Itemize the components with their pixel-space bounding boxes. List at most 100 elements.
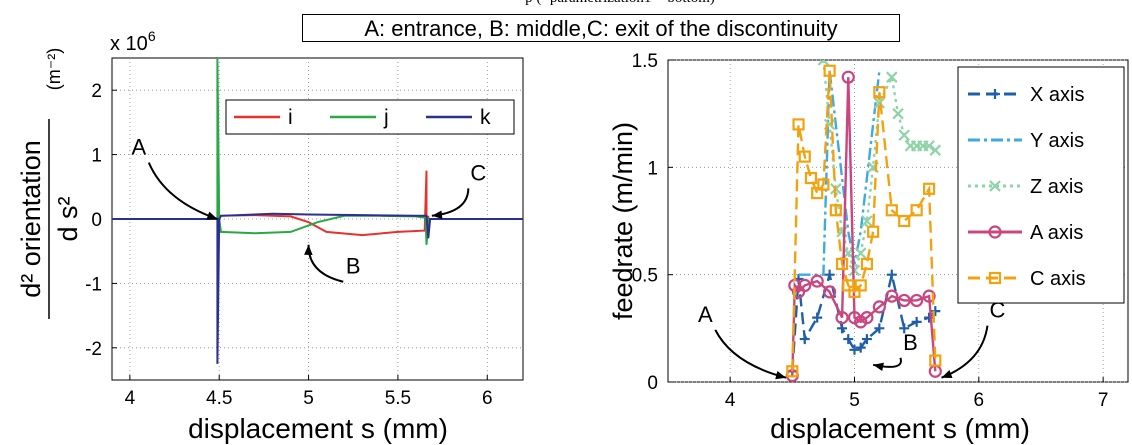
right-series-c-axis-point <box>885 204 898 217</box>
left-legend-j-label: j <box>383 106 389 129</box>
right-legend-a-axis-marker <box>988 225 1002 239</box>
right-series-c-axis-point <box>860 257 874 271</box>
right-legend-z-axis-marker <box>989 180 1001 192</box>
left-annotation-b-arrowhead <box>304 244 313 255</box>
right-series-x-axis-point <box>930 306 941 317</box>
right-series-layer <box>785 60 942 382</box>
right-x-tick-label: 5 <box>849 390 860 411</box>
left-y-label-numerator: d² orientation <box>16 140 46 298</box>
left-legend-i-label: i <box>288 106 293 129</box>
right-series-x-axis-point <box>843 334 854 345</box>
left-y-tick-label: 1 <box>91 146 102 167</box>
left-legend-k-label: k <box>480 106 491 129</box>
right-series-x-axis-point <box>837 323 848 334</box>
right-series-x-axis-point <box>812 312 823 323</box>
right-series-c-axis-point <box>786 365 799 378</box>
right-annotation-a-arrow <box>714 329 787 379</box>
right-annotations: A B C <box>698 298 1006 380</box>
right-legend-x-axis-label: X axis <box>1030 84 1084 106</box>
right-x-axis-label: displacement s (mm) <box>770 413 1030 444</box>
right-series-x-axis-line <box>791 269 937 372</box>
right-series-z-axis-point <box>886 71 898 83</box>
right-series-c-axis-point <box>798 150 811 163</box>
right-series-z-axis-point <box>854 247 867 259</box>
right-series-x-axis-point <box>799 334 810 345</box>
right-series-a-axis-point <box>798 278 812 292</box>
right-annotation-b: B <box>903 330 918 355</box>
right-y-tick-label: 1.5 <box>632 51 658 72</box>
right-series-x-axis-point <box>849 344 860 355</box>
left-x-tick-label: 4 <box>125 388 136 409</box>
left-y-tick-label: -2 <box>85 339 102 360</box>
right-y-tick-label: 0.5 <box>632 266 658 287</box>
right-series-c-axis-point <box>811 186 824 200</box>
right-series-z-axis-point <box>892 107 904 120</box>
right-series-x-axis-point <box>855 342 866 353</box>
left-y-tick-label: -1 <box>85 274 102 295</box>
right-series-x-axis-point <box>899 323 910 334</box>
right-x-tick-label: 4 <box>725 390 736 411</box>
right-series-a-axis-point <box>823 285 837 299</box>
left-annotation-c-arrowhead <box>431 210 443 220</box>
right-series-a-axis-point <box>860 311 874 325</box>
right-annotation-b-arrowhead <box>873 362 884 372</box>
right-legend-box <box>957 66 1125 304</box>
left-tick-labels: 4 4.5 5 5.5 6 -2 -1 0 1 2 <box>85 81 492 409</box>
right-series-a-axis-point <box>841 70 855 84</box>
right-legend-z-axis-label: Z axis <box>1030 176 1083 198</box>
right-annotation-c: C <box>990 298 1006 323</box>
right-series-x-axis-point <box>911 316 922 327</box>
left-y-tick-label: 2 <box>91 81 102 102</box>
right-legend-x-axis-marker <box>990 89 1000 99</box>
right-series-z-axis-point <box>817 60 830 66</box>
left-y-multiplier: x 106 <box>110 28 156 55</box>
right-series-a-axis-point <box>872 300 886 314</box>
left-annotation-b: B <box>346 254 361 279</box>
right-annotation-a-arrowhead <box>775 371 787 380</box>
right-annotation-c-arrowhead <box>941 370 953 378</box>
right-series-x-axis-point <box>824 269 835 280</box>
right-series-a-axis-point <box>885 289 899 303</box>
right-y-tick-label: 1 <box>647 158 658 179</box>
right-series-c-axis-point <box>835 257 849 271</box>
figure-title-partial: p (=parametrization1 = bottom) <box>360 0 880 12</box>
right-series-z-axis-point <box>861 215 873 227</box>
left-series-k-line <box>112 212 523 364</box>
right-legend-c-axis-label: C axis <box>1030 268 1086 290</box>
right-series-c-axis-point <box>922 182 936 195</box>
right-x-tick-label: 7 <box>1098 390 1109 411</box>
right-legend: X axis Y axis Z axis A axis C axis <box>957 66 1125 304</box>
left-series-group <box>112 58 523 364</box>
left-chart: 4 4.5 5 5.5 6 -2 -1 0 1 2 A B C i j k x 106 displacem… <box>16 28 524 444</box>
right-series-a-axis-point <box>910 293 924 308</box>
left-y-axis-label: d² orientation d s² (m⁻²) <box>16 48 83 319</box>
right-series-a-axis-point <box>897 293 911 308</box>
right-y-axis-label: feedrate (m/min) <box>608 122 638 320</box>
right-series-c-axis-point <box>929 354 942 367</box>
right-legend-c-axis-marker <box>988 271 1002 285</box>
right-series-z-axis-point <box>898 129 910 141</box>
left-annotation-c: C <box>470 160 486 185</box>
left-x-tick-label: 6 <box>482 388 493 409</box>
right-y-tick-label: 0 <box>647 373 658 394</box>
right-annotation-a: A <box>698 302 713 327</box>
left-legend-entries: i j k <box>234 106 491 129</box>
left-y-tick-label: 0 <box>91 210 102 231</box>
left-x-tick-label: 4.5 <box>206 388 232 409</box>
right-series-a-axis-point <box>810 274 824 288</box>
right-legend-entries: X axis Y axis Z axis A axis C axis <box>968 84 1086 290</box>
left-annotation-a-arrowhead <box>206 211 218 220</box>
right-series-a-axis-point <box>922 289 936 303</box>
right-chart: 4 5 6 7 0 0.5 1 1.5 A B C X axis Y axis Z axis A axi… <box>608 51 1129 444</box>
right-series-c-axis-point <box>823 64 836 77</box>
figure-banner: A: entrance, B: middle,C: exit of the di… <box>302 14 900 42</box>
right-series-a-axis-point <box>835 311 849 325</box>
right-series-c-axis-point <box>854 279 867 292</box>
right-series-c-axis-point <box>867 225 880 238</box>
left-x-tick-label: 5.5 <box>385 388 411 409</box>
left-legend: i j k <box>225 99 515 135</box>
right-x-tick-label: 6 <box>974 390 985 411</box>
right-legend-a-axis-label: A axis <box>1030 222 1083 244</box>
left-annotation-a: A <box>131 135 146 160</box>
